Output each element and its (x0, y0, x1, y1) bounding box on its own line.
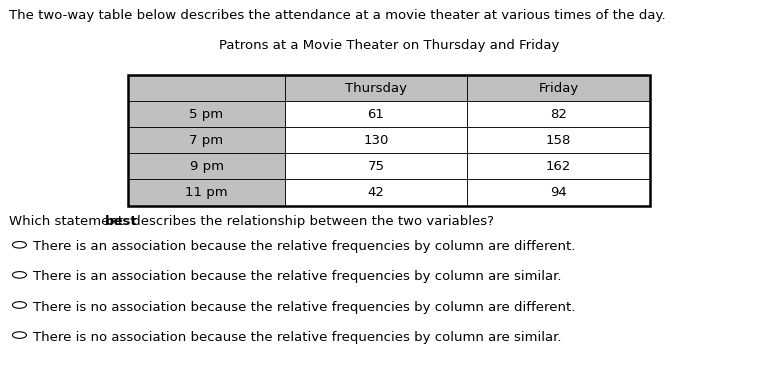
Text: The two-way table below describes the attendance at a movie theater at various t: The two-way table below describes the at… (9, 9, 666, 22)
Bar (285, 179, 467, 206)
Bar (285, 153, 467, 179)
Bar (128, 127, 285, 153)
Text: describes the relationship between the two variables?: describes the relationship between the t… (128, 215, 494, 228)
Bar (467, 101, 650, 127)
Text: There is no association because the relative frequencies by column are similar.: There is no association because the rela… (33, 331, 561, 344)
Text: There is an association because the relative frequencies by column are similar.: There is an association because the rela… (33, 270, 561, 283)
Text: There is an association because the relative frequencies by column are different: There is an association because the rela… (33, 240, 575, 253)
Text: 75: 75 (367, 160, 384, 173)
Bar (128, 153, 285, 179)
Text: 61: 61 (367, 108, 384, 121)
Text: 7 pm: 7 pm (190, 134, 223, 147)
Bar (128, 101, 285, 127)
Text: best: best (105, 215, 138, 228)
Text: Which statement: Which statement (9, 215, 128, 228)
Bar (467, 153, 650, 179)
Text: 5 pm: 5 pm (190, 108, 223, 121)
Text: Thursday: Thursday (345, 82, 407, 95)
Bar (285, 101, 467, 127)
Text: 9 pm: 9 pm (190, 160, 223, 173)
Text: Friday: Friday (538, 82, 579, 95)
Bar (467, 75, 650, 101)
Text: Which statement ​best: Which statement ​best (0, 366, 1, 367)
Text: 82: 82 (550, 108, 567, 121)
Bar (467, 179, 650, 206)
Bar (128, 75, 285, 101)
Text: There is no association because the relative frequencies by column are different: There is no association because the rela… (33, 301, 575, 313)
Bar (467, 127, 650, 153)
Text: 94: 94 (550, 186, 567, 199)
Text: 11 pm: 11 pm (185, 186, 228, 199)
Text: 130: 130 (363, 134, 389, 147)
Text: 162: 162 (545, 160, 571, 173)
Bar (285, 75, 467, 101)
Text: 42: 42 (367, 186, 384, 199)
Bar (128, 179, 285, 206)
Text: 158: 158 (545, 134, 571, 147)
Text: Patrons at a Movie Theater on Thursday and Friday: Patrons at a Movie Theater on Thursday a… (219, 39, 559, 51)
Bar (285, 127, 467, 153)
